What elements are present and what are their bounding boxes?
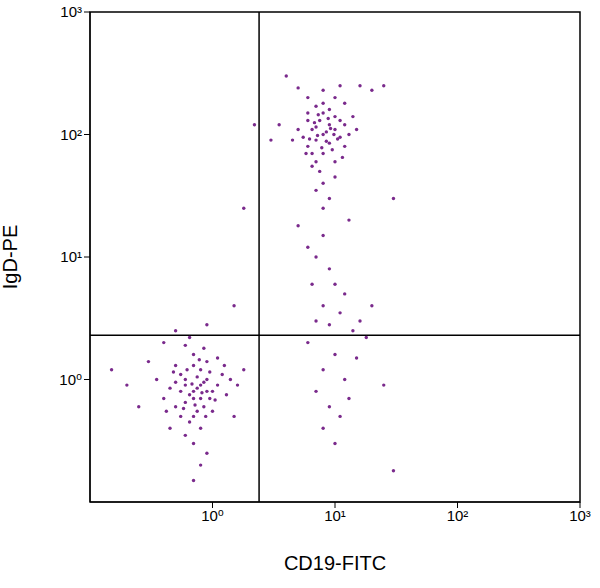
svg-text:10⁰: 10⁰ [59,371,82,388]
svg-text:10³: 10³ [60,3,82,20]
svg-text:CD19-FITC: CD19-FITC [284,552,386,574]
svg-text:10²: 10² [447,507,469,524]
svg-text:IgD-PE: IgD-PE [8,225,21,289]
svg-text:10¹: 10¹ [324,507,346,524]
svg-text:10¹: 10¹ [60,248,82,265]
svg-text:10²: 10² [60,126,82,143]
svg-text:10³: 10³ [569,507,591,524]
svg-text:10⁰: 10⁰ [201,507,224,524]
